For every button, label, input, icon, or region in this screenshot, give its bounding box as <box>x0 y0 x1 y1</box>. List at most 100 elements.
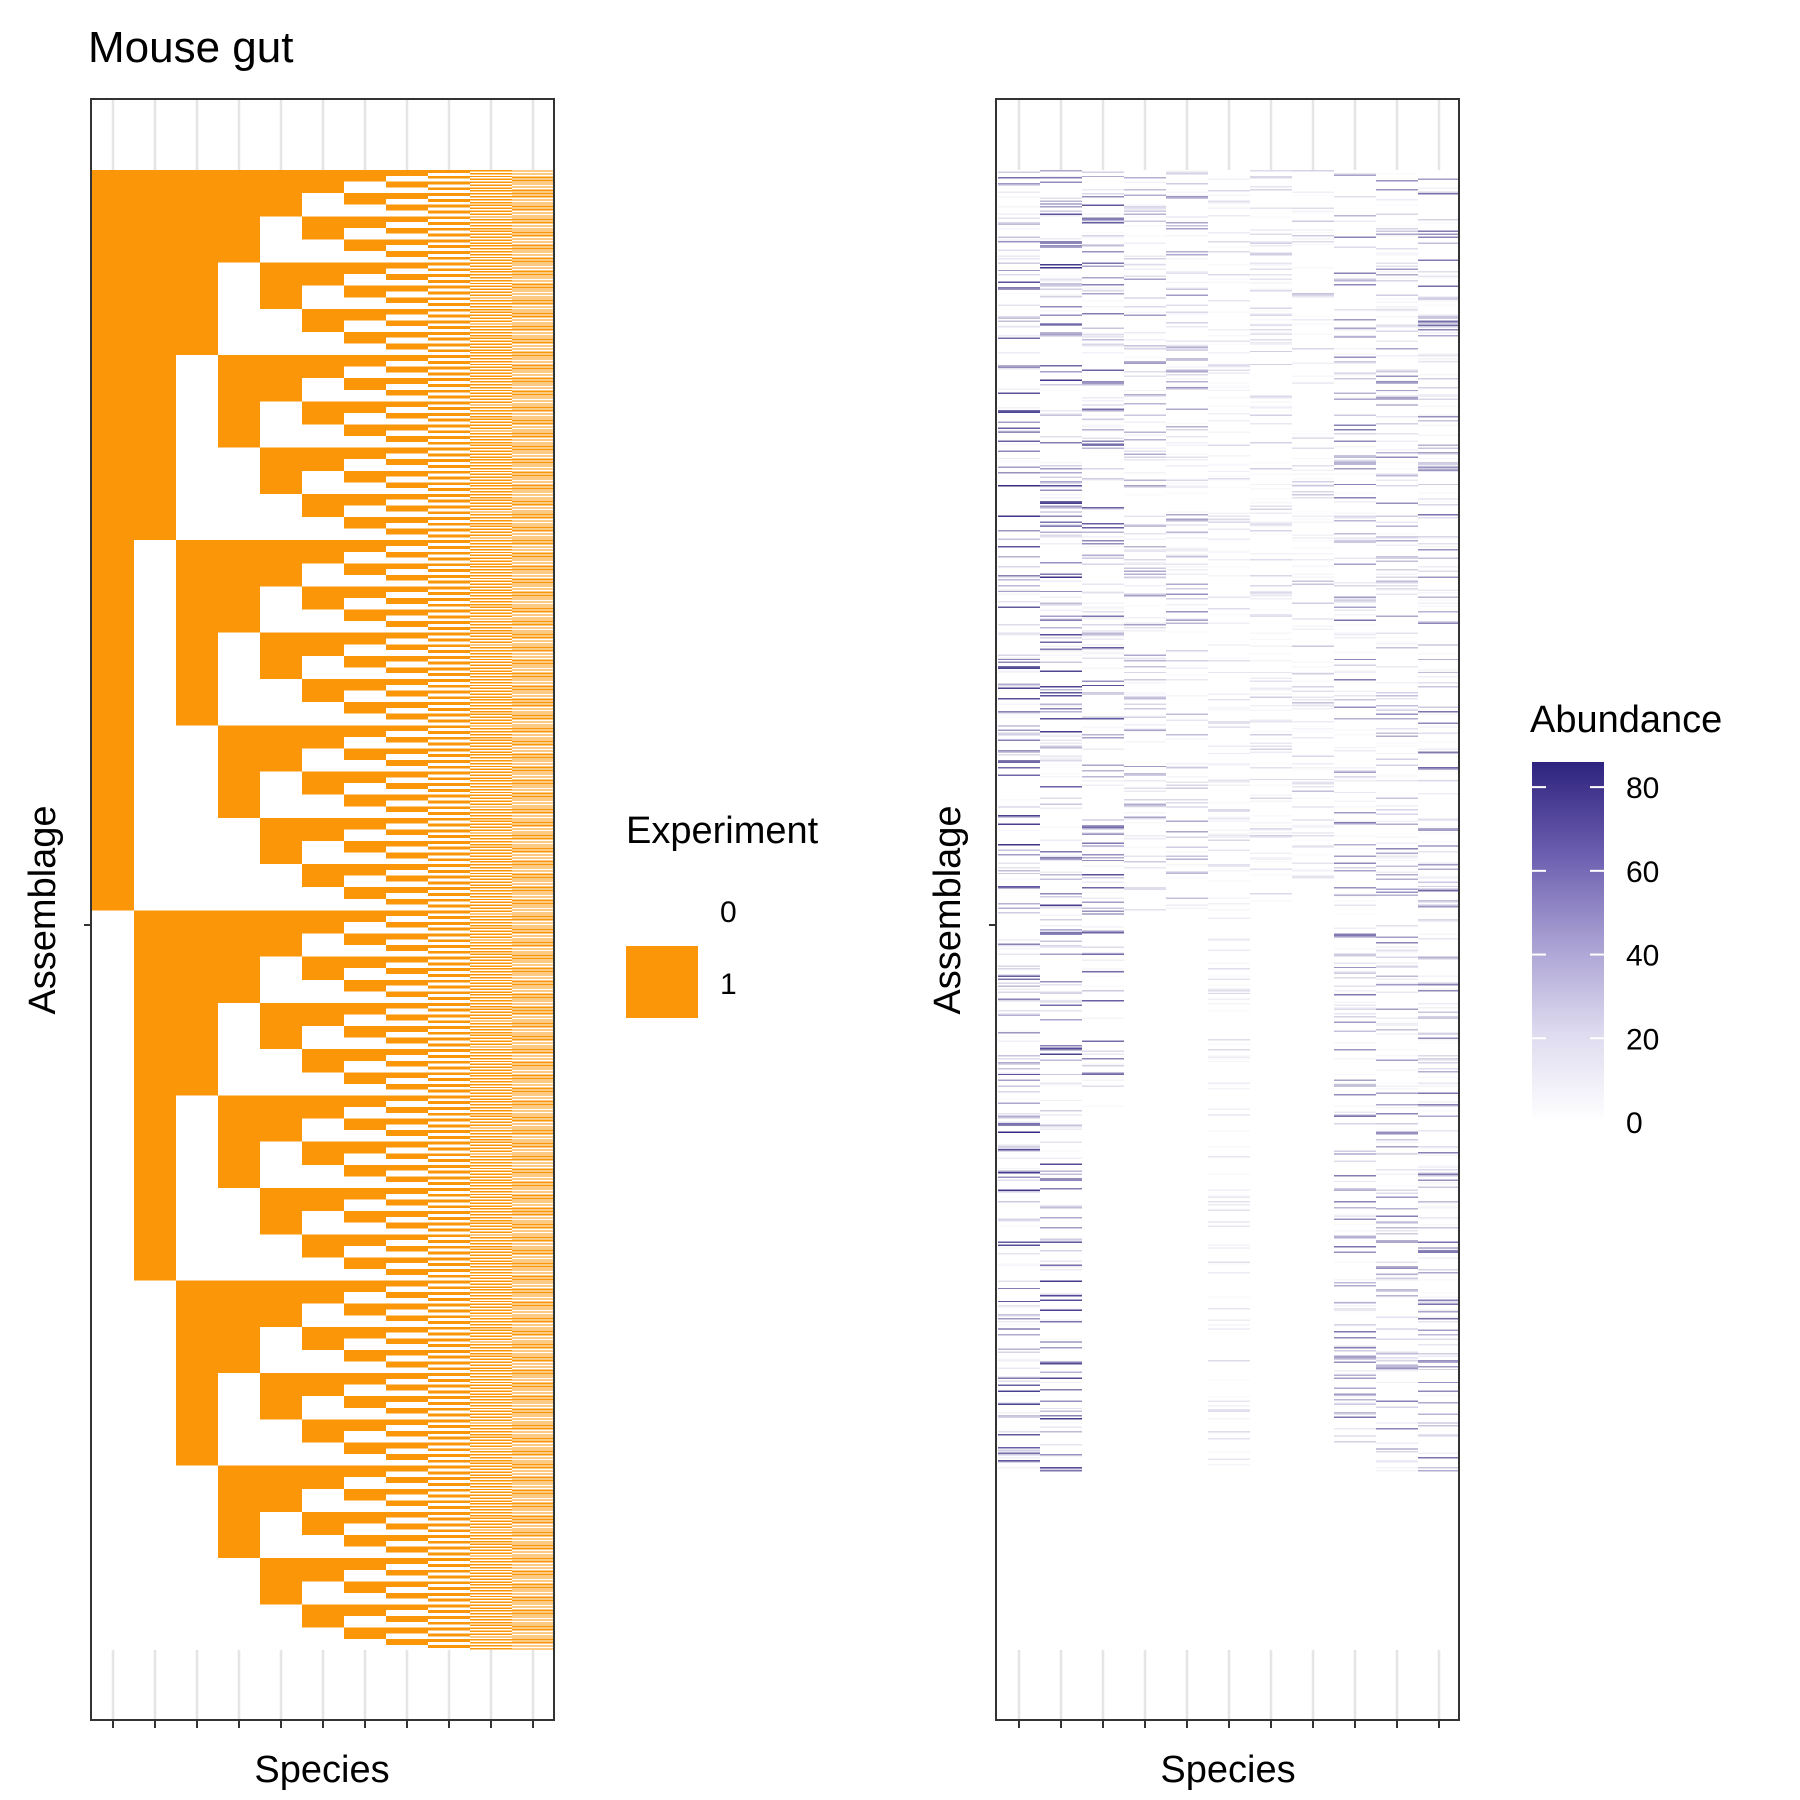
abundance-cell <box>1376 1033 1418 1035</box>
abundance-cell <box>1208 908 1250 911</box>
abundance-cell <box>1376 398 1418 400</box>
abundance-cell <box>1292 580 1334 583</box>
abundance-cell <box>998 684 1040 687</box>
abundance-cell <box>1040 1049 1082 1051</box>
abundance-cell <box>998 421 1040 424</box>
abundance-cell <box>1334 670 1376 672</box>
abundance-cell <box>1208 865 1250 867</box>
abundance-cell <box>1040 1264 1082 1267</box>
abundance-cell <box>1250 784 1292 787</box>
abundance-cell <box>998 440 1040 442</box>
abundance-cell <box>1418 862 1460 865</box>
abundance-cell <box>1418 1039 1460 1041</box>
abundance-cell <box>1292 839 1334 841</box>
abundance-cell <box>1334 537 1376 539</box>
abundance-cell <box>1376 540 1418 542</box>
abundance-cell <box>1250 767 1292 769</box>
abundance-cell <box>1082 874 1124 876</box>
abundance-cell <box>998 1452 1040 1455</box>
abundance-cell <box>1418 178 1460 181</box>
abundance-cell <box>1124 563 1166 565</box>
abundance-cell <box>1292 703 1334 706</box>
abundance-cell <box>1082 535 1124 538</box>
abundance-cell <box>1208 949 1250 951</box>
abundance-cell <box>1166 294 1208 296</box>
abundance-cell <box>1082 262 1124 264</box>
abundance-cell <box>1250 288 1292 291</box>
abundance-cell <box>1334 664 1376 666</box>
abundance-cell <box>1418 676 1460 678</box>
abundance-cell <box>998 1280 1040 1282</box>
abundance-cell <box>1334 1021 1376 1024</box>
abundance-cell <box>1124 622 1166 625</box>
abundance-cell <box>1376 475 1418 477</box>
abundance-cell <box>1208 1196 1250 1199</box>
abundance-cell <box>1208 722 1250 724</box>
abundance-cell <box>1376 1196 1418 1199</box>
abundance-cell <box>1334 236 1376 238</box>
abundance-cell <box>1166 258 1208 260</box>
abundance-cell <box>1418 1183 1460 1186</box>
abundance-cell <box>1124 697 1166 700</box>
abundance-cell <box>1124 216 1166 218</box>
abundance-cell <box>1334 1237 1376 1239</box>
abundance-cell <box>1166 781 1208 784</box>
abundance-cell <box>1292 790 1334 792</box>
abundance-cell <box>1376 878 1418 880</box>
abundance-cell <box>1082 397 1124 399</box>
abundance-cell <box>1040 436 1082 438</box>
abundance-cell <box>1040 279 1082 282</box>
abundance-cell <box>998 177 1040 179</box>
abundance-cell <box>1082 846 1124 849</box>
abundance-cell <box>1376 1153 1418 1155</box>
abundance-cell <box>1376 1461 1418 1463</box>
abundance-cell <box>1040 284 1082 286</box>
abundance-cell <box>1376 665 1418 668</box>
abundance-cell <box>1334 936 1376 938</box>
abundance-cell <box>1418 1147 1460 1149</box>
abundance-cell <box>1082 932 1124 934</box>
abundance-cell <box>1418 768 1460 771</box>
abundance-cell <box>1418 373 1460 376</box>
abundance-cell <box>998 1449 1040 1452</box>
abundance-cell <box>1208 300 1250 302</box>
abundance-cell <box>1334 501 1376 503</box>
abundance-cell <box>1418 1154 1460 1157</box>
abundance-cell <box>1124 728 1166 730</box>
abundance-cell <box>1418 1248 1460 1251</box>
abundance-cell <box>1418 324 1460 327</box>
abundance-cell <box>1124 660 1166 662</box>
abundance-cell <box>1040 855 1082 857</box>
abundance-cell <box>1334 1201 1376 1203</box>
abundance-cell <box>1292 295 1334 298</box>
abundance-cell <box>1040 371 1082 373</box>
abundance-cell <box>1040 871 1082 873</box>
abundance-cell <box>1292 518 1334 520</box>
abundance-cell <box>1292 755 1334 758</box>
abundance-cell <box>1292 347 1334 350</box>
abundance-cell <box>1292 540 1334 542</box>
abundance-cell <box>998 687 1040 690</box>
abundance-cell <box>1250 245 1292 247</box>
abundance-cell <box>1376 1358 1418 1361</box>
abundance-cell <box>1082 287 1124 289</box>
abundance-cell <box>1418 1179 1460 1181</box>
abundance-cell <box>1292 480 1334 483</box>
abundance-cell <box>998 991 1040 993</box>
abundance-cell <box>1040 733 1082 736</box>
abundance-cell <box>1208 1057 1250 1060</box>
abundance-cell <box>1292 229 1334 231</box>
abundance-cell <box>1334 866 1376 869</box>
abundance-cell <box>1418 1173 1460 1175</box>
abundance-cell <box>998 1014 1040 1016</box>
abundance-cell <box>1040 1426 1082 1429</box>
abundance-cell <box>1376 1141 1418 1144</box>
abundance-cell <box>1082 440 1124 442</box>
abundance-cell <box>1376 956 1418 959</box>
abundance-cell <box>1334 1325 1376 1327</box>
abundance-cell <box>1208 1410 1250 1413</box>
abundance-cell <box>1082 634 1124 636</box>
abundance-cell <box>1292 826 1334 828</box>
abundance-cell <box>1166 846 1208 849</box>
abundance-cell <box>1040 645 1082 648</box>
